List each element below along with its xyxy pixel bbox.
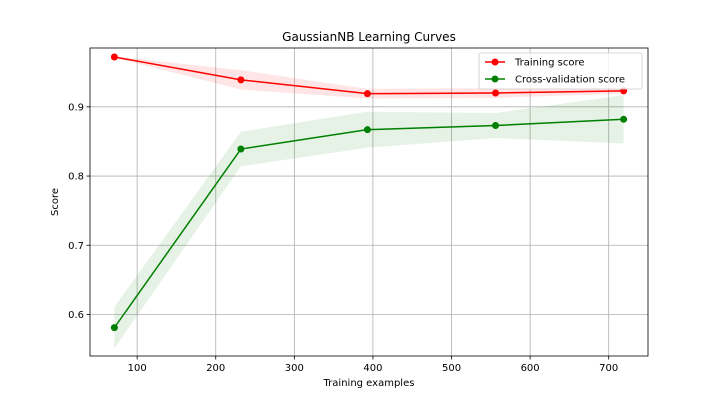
legend-label-1: Cross-validation score: [515, 75, 625, 86]
data-point: [492, 89, 500, 97]
data-point: [363, 90, 371, 98]
data-point: [110, 324, 118, 332]
data-point: [237, 145, 245, 153]
x-tick-label: 700: [599, 363, 618, 374]
legend-marker-0: [491, 58, 499, 66]
data-point: [492, 122, 500, 130]
legend: Training score Cross-validation score: [478, 52, 643, 90]
grid-lines: [90, 48, 648, 356]
x-tick-label: 600: [521, 363, 540, 374]
x-tick-label: 400: [363, 363, 382, 374]
confidence-band-1: [114, 95, 624, 349]
x-tick-label: 200: [206, 363, 225, 374]
confidence-band-0: [114, 56, 624, 99]
plot-area-frame: [89, 47, 649, 357]
data-point: [620, 115, 628, 123]
data-point: [110, 53, 118, 61]
legend-label-0: Training score: [514, 58, 585, 69]
confidence-bands: [114, 56, 624, 349]
legend-marker-1: [491, 75, 499, 83]
x-tick-label: 500: [442, 363, 461, 374]
y-tick-label: 0.7: [68, 241, 84, 252]
chart-title: GaussianNB Learning Curves: [282, 30, 456, 44]
x-tick-label: 300: [285, 363, 304, 374]
data-point: [237, 76, 245, 84]
y-tick-label: 0.6: [68, 310, 84, 321]
y-axis: 0.6 0.7 0.8 0.9: [68, 102, 90, 321]
data-point: [363, 126, 371, 134]
y-tick-label: 0.9: [68, 102, 84, 113]
legend-box: [478, 52, 643, 90]
x-tick-label: 100: [128, 363, 147, 374]
x-axis-label: Training examples: [323, 378, 415, 389]
x-axis: 100 200 300 400 500 600 700: [128, 356, 618, 374]
y-tick-label: 0.8: [68, 172, 84, 183]
y-axis-label: Score: [50, 188, 61, 216]
series-markers: [110, 53, 628, 332]
